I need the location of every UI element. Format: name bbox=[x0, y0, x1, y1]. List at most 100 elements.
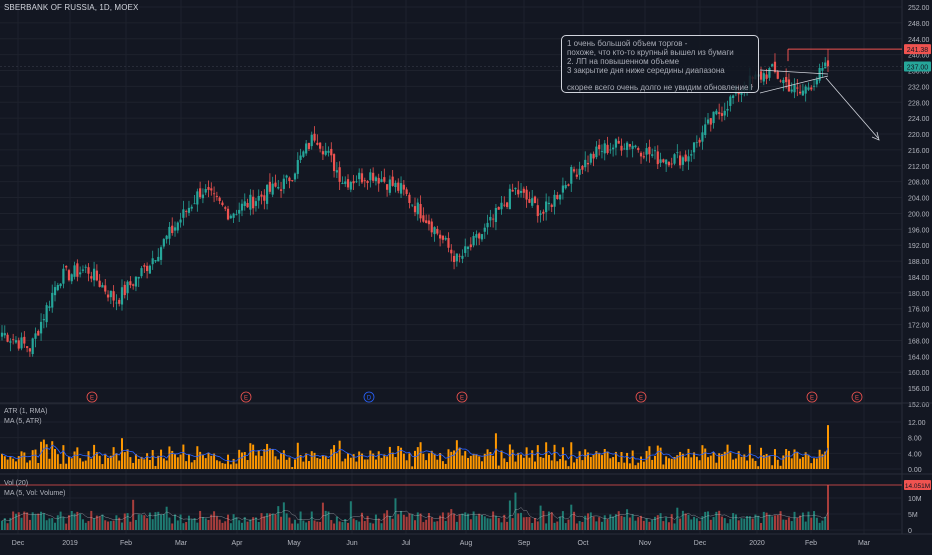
volume-bar bbox=[193, 518, 196, 530]
candle-body bbox=[249, 194, 252, 210]
candle-body bbox=[106, 294, 110, 298]
volume-bar bbox=[581, 522, 584, 530]
candle-body bbox=[383, 177, 386, 182]
atr-bar bbox=[450, 451, 453, 469]
volume-bar bbox=[394, 498, 397, 530]
candle-body bbox=[475, 234, 478, 238]
volume-bar bbox=[227, 514, 230, 530]
volume-bar bbox=[467, 513, 470, 530]
volume-bar bbox=[101, 514, 104, 530]
volume-bar bbox=[740, 518, 743, 530]
atr-bar bbox=[324, 455, 327, 469]
atr-bar bbox=[729, 452, 732, 469]
candle-body bbox=[444, 237, 447, 240]
volume-bar bbox=[698, 521, 701, 530]
volume-bar bbox=[240, 522, 243, 530]
candle-body bbox=[196, 191, 199, 205]
candle-body bbox=[143, 265, 146, 267]
volume-bar bbox=[285, 513, 288, 530]
candle-body bbox=[73, 265, 76, 277]
atr-bar bbox=[464, 451, 467, 469]
candle-body bbox=[826, 60, 830, 67]
volume-bar bbox=[252, 517, 255, 530]
candle-body bbox=[514, 187, 517, 190]
candle-body bbox=[494, 207, 498, 223]
volume-bar bbox=[595, 521, 598, 530]
atr-bar bbox=[455, 440, 458, 469]
volume-bar bbox=[508, 500, 511, 530]
volume-label[interactable]: Vol (20) bbox=[4, 480, 29, 487]
volume-bar bbox=[673, 523, 676, 530]
volume-bar bbox=[620, 515, 623, 530]
atr-bar bbox=[427, 453, 430, 469]
volume-tick-label: 0 bbox=[908, 528, 912, 535]
volume-bar bbox=[584, 515, 587, 530]
atr-bar bbox=[360, 453, 363, 469]
candle-body bbox=[277, 186, 280, 189]
volume-bar bbox=[187, 515, 190, 530]
price-tick-label: 228.00 bbox=[908, 100, 930, 107]
candle-body bbox=[6, 334, 9, 342]
volume-bar bbox=[531, 522, 534, 530]
volume-bar bbox=[815, 517, 818, 530]
earnings-event-icon bbox=[806, 391, 818, 403]
volume-bar bbox=[539, 505, 542, 530]
atr-label[interactable]: ATR (1, RMA) bbox=[4, 408, 48, 415]
candle-body bbox=[53, 287, 57, 296]
atr-bar bbox=[701, 445, 704, 469]
volume-bar bbox=[606, 519, 609, 530]
candle-body bbox=[176, 222, 179, 231]
atr-bar bbox=[101, 464, 104, 469]
atr-bar bbox=[422, 453, 425, 469]
candle-body bbox=[720, 113, 724, 116]
volume-bar bbox=[776, 515, 779, 530]
volume-bar bbox=[380, 523, 383, 530]
volume-ma-label[interactable]: MA (5, Vol: Volume) bbox=[4, 490, 66, 497]
atr-bar bbox=[637, 462, 640, 469]
volume-bar bbox=[592, 516, 595, 530]
candle-body bbox=[81, 269, 85, 271]
atr-bar bbox=[313, 452, 316, 469]
volume-bar bbox=[288, 517, 291, 530]
atr-bar bbox=[363, 459, 366, 469]
candle-body bbox=[271, 183, 274, 195]
atr-bar bbox=[522, 457, 525, 469]
volume-bar bbox=[799, 515, 802, 530]
candle-body bbox=[416, 202, 419, 215]
atr-bar bbox=[355, 461, 358, 469]
atr-tick-label: 0.00 bbox=[908, 467, 922, 474]
candle-body bbox=[810, 87, 813, 90]
volume-bar bbox=[425, 519, 428, 530]
annotation-note[interactable]: 1 очень большой объем торгов - похоже, ч… bbox=[561, 35, 759, 93]
atr-bar bbox=[497, 465, 500, 469]
candle-body bbox=[776, 71, 779, 79]
atr-bar bbox=[193, 460, 196, 469]
time-tick-label: 2020 bbox=[749, 540, 765, 547]
atr-ma-label[interactable]: MA (5, ATR) bbox=[4, 418, 42, 425]
volume-bar bbox=[168, 517, 171, 530]
note-line-5: скорее всего очень долго не увидим обнов… bbox=[567, 83, 753, 92]
volume-bar bbox=[45, 520, 48, 530]
atr-bar bbox=[296, 442, 299, 469]
time-tick-label: Feb bbox=[805, 540, 817, 547]
atr-bar bbox=[14, 461, 17, 469]
atr-bar bbox=[587, 452, 590, 469]
atr-bar bbox=[818, 449, 821, 469]
volume-bar bbox=[257, 522, 260, 530]
candle-body bbox=[578, 168, 581, 175]
candle-body bbox=[704, 124, 707, 136]
candle-body bbox=[771, 64, 774, 67]
volume-bar bbox=[489, 518, 492, 530]
volume-bar bbox=[199, 510, 202, 530]
atr-bar bbox=[87, 451, 90, 469]
atr-bar bbox=[6, 459, 9, 469]
volume-bar bbox=[28, 519, 31, 530]
candle-body bbox=[229, 215, 232, 219]
volume-bar bbox=[65, 523, 68, 530]
volume-bar bbox=[90, 510, 93, 530]
price-tick-label: 188.00 bbox=[908, 259, 930, 266]
candle-body bbox=[226, 208, 230, 220]
candle-body bbox=[427, 220, 431, 225]
